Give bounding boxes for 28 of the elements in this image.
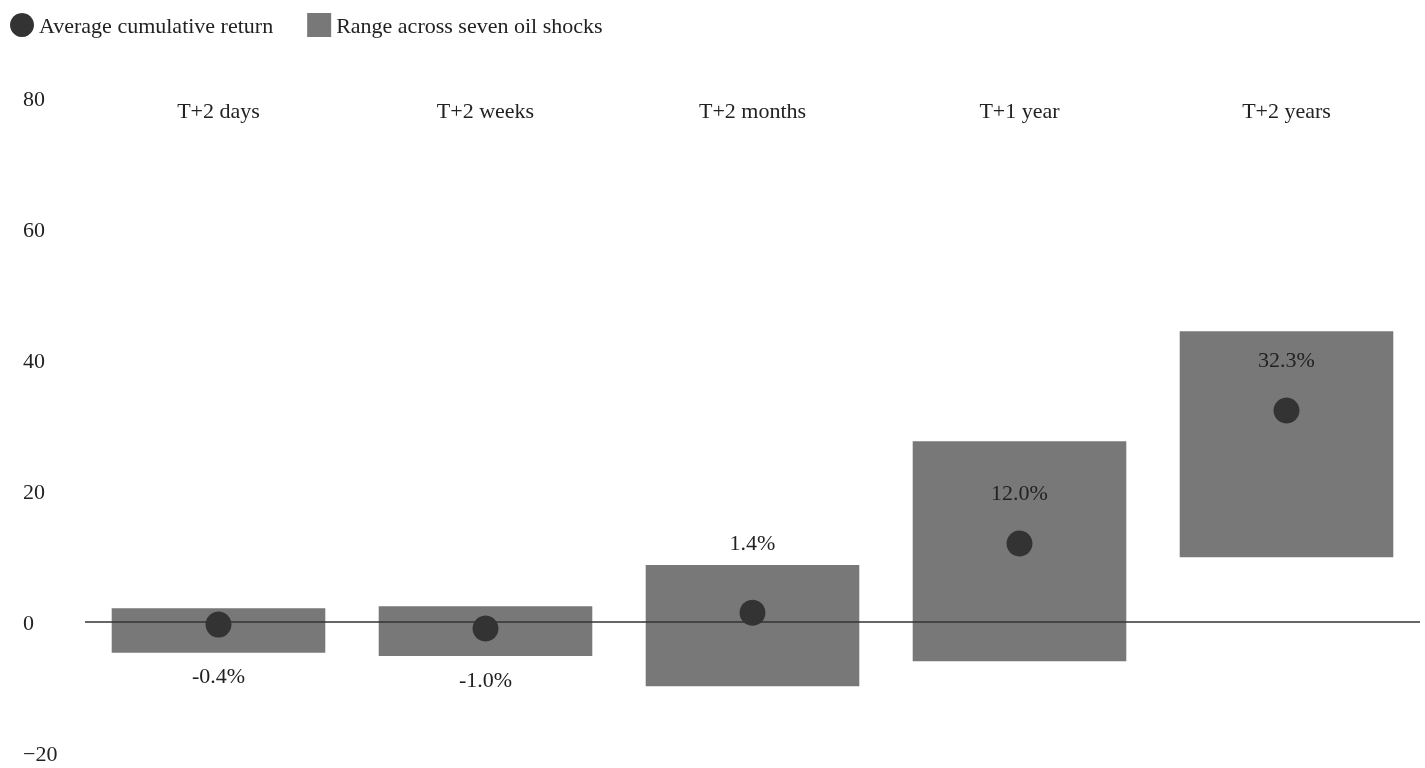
data-label: -1.0% — [458, 666, 513, 692]
x-tick-label: T+1 year — [979, 97, 1061, 123]
data-label: 32.3% — [1258, 346, 1315, 372]
point — [1006, 530, 1033, 557]
point — [472, 615, 499, 642]
legend-label: Average cumulative return — [39, 12, 274, 38]
bar — [111, 608, 326, 653]
y-tick-label: 80 — [23, 85, 45, 111]
point — [739, 599, 766, 626]
y-tick-label: 40 — [23, 347, 45, 373]
x-tick-label: T+2 days — [177, 97, 260, 123]
x-tick-label: T+2 years — [1242, 97, 1331, 123]
bar — [378, 606, 593, 657]
x-tick-label: T+2 months — [698, 97, 807, 123]
data-label: -0.4% — [191, 663, 246, 689]
y-tick-label: 60 — [23, 216, 45, 242]
bar — [912, 441, 1127, 662]
legend-label: Range across seven oil shocks — [336, 12, 603, 38]
y-tick-label: 0 — [23, 609, 34, 635]
data-label: 1.4% — [729, 529, 776, 555]
data-label: 12.0% — [991, 479, 1048, 505]
y-tick-label: 20 — [23, 478, 45, 504]
x-tick-label: T+2 weeks — [436, 97, 535, 123]
point — [205, 611, 232, 638]
bar — [1179, 331, 1394, 558]
point — [1273, 397, 1300, 424]
bar — [645, 565, 860, 687]
y-tick-label: −20 — [23, 740, 58, 766]
